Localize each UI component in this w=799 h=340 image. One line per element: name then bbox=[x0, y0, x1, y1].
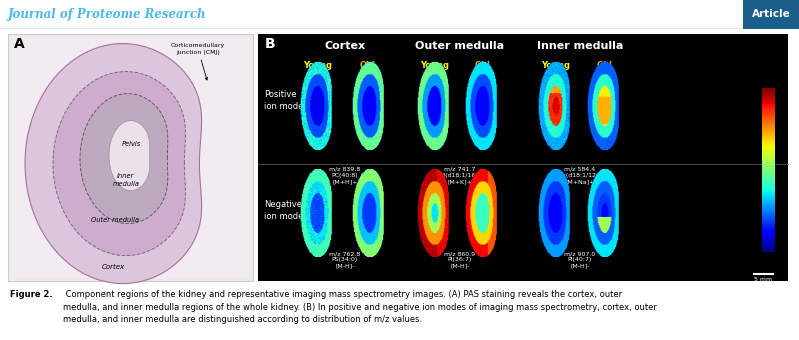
Bar bbox=[8, 34, 253, 280]
Text: Cortex: Cortex bbox=[324, 40, 366, 51]
Text: m/z 762.8
PS(34:0)
[M-H]-: m/z 762.8 PS(34:0) [M-H]- bbox=[329, 251, 360, 269]
Text: Old: Old bbox=[597, 61, 613, 70]
Text: Figure 2.: Figure 2. bbox=[10, 290, 52, 299]
Polygon shape bbox=[53, 71, 185, 256]
Text: Cortex: Cortex bbox=[101, 264, 125, 270]
Text: Outer medulla: Outer medulla bbox=[91, 217, 139, 223]
Text: m/z 860.9
PI(36:7)
[M-H]-: m/z 860.9 PI(36:7) [M-H]- bbox=[444, 251, 475, 269]
Bar bbox=[743, 0, 799, 29]
Polygon shape bbox=[109, 121, 149, 191]
Bar bbox=[12, 37, 250, 277]
Text: Outer medulla: Outer medulla bbox=[415, 40, 504, 51]
Text: Component regions of the kidney and representative imaging mass spectrometry ima: Component regions of the kidney and repr… bbox=[63, 290, 657, 324]
Text: Positive
ion mode: Positive ion mode bbox=[264, 90, 304, 111]
Polygon shape bbox=[80, 94, 168, 224]
Text: Old: Old bbox=[475, 61, 491, 70]
Bar bbox=[258, 34, 788, 280]
Text: A: A bbox=[14, 37, 25, 51]
Text: Inner medulla: Inner medulla bbox=[537, 40, 623, 51]
Text: Article: Article bbox=[752, 9, 790, 19]
Text: Old: Old bbox=[360, 61, 376, 70]
Text: m/z 839.8
PC(40:8)
[M+H]+: m/z 839.8 PC(40:8) [M+H]+ bbox=[329, 167, 360, 184]
Polygon shape bbox=[25, 44, 201, 284]
Text: Young: Young bbox=[542, 61, 570, 70]
Text: m/z 741.7
SM(d18:1/16:0)
[M+K]+: m/z 741.7 SM(d18:1/16:0) [M+K]+ bbox=[436, 167, 484, 184]
Text: m/z 584.4
Cer(d18:1/12:0)
[M+Na]+: m/z 584.4 Cer(d18:1/12:0) [M+Na]+ bbox=[555, 167, 605, 184]
Text: Negative
ion mode: Negative ion mode bbox=[264, 200, 304, 221]
Text: Inner
medulla: Inner medulla bbox=[113, 173, 140, 187]
Text: Pelvis: Pelvis bbox=[121, 140, 141, 147]
Text: Corticomedullary
junction (CMJ): Corticomedullary junction (CMJ) bbox=[171, 44, 225, 80]
Text: Journal of Proteome Research: Journal of Proteome Research bbox=[8, 8, 206, 21]
Text: 5 mm: 5 mm bbox=[754, 277, 772, 282]
Text: Young: Young bbox=[420, 61, 450, 70]
Text: Young: Young bbox=[304, 61, 332, 70]
Text: m/z 907.0
PI(40:7)
[M-H]-: m/z 907.0 PI(40:7) [M-H]- bbox=[564, 251, 595, 269]
Text: B: B bbox=[265, 37, 276, 51]
